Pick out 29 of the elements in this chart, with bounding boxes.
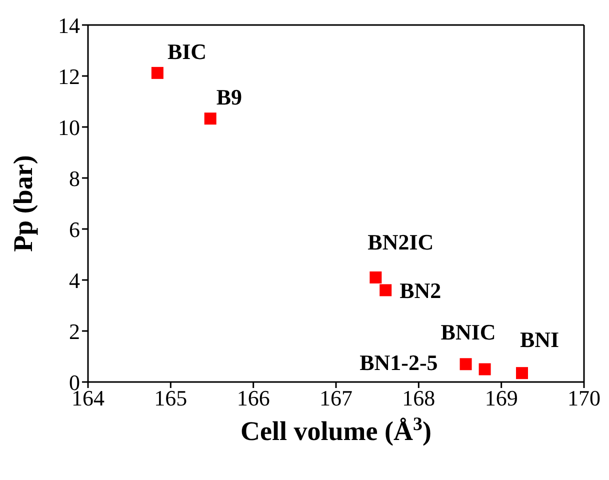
annotation: BNI — [520, 327, 560, 352]
y-tick-label: 2 — [69, 318, 80, 344]
annotation: BN1-2-5 — [360, 350, 438, 376]
x-tick-label: 167 — [320, 386, 352, 411]
y-tick-label: 4 — [69, 268, 80, 293]
y-tick-label: 10 — [58, 114, 80, 140]
annotation: BNIC — [440, 319, 496, 344]
x-tick-label: 170 — [568, 386, 600, 411]
x-tick-label: 165 — [154, 386, 188, 411]
annotation: BN2 — [400, 278, 442, 304]
point — [204, 112, 216, 125]
point — [460, 358, 472, 370]
x-tick-label: 169 — [484, 386, 518, 411]
y-tick-label: 8 — [69, 166, 80, 191]
annotation: BN2IC — [368, 229, 434, 254]
point — [370, 271, 382, 284]
x-tick-label: 166 — [236, 386, 270, 411]
point — [151, 66, 164, 79]
annotation: B9 — [216, 84, 242, 110]
point — [516, 367, 528, 380]
y-axis-title: Pp (bar) — [8, 155, 38, 252]
x-tick-label: 168 — [402, 386, 436, 411]
point — [380, 284, 392, 296]
point — [478, 363, 491, 376]
y-tick-label: 6 — [69, 216, 80, 242]
y-tick-label: 14 — [58, 12, 80, 38]
y-tick-label: 12 — [58, 64, 80, 89]
annotation: BIC — [167, 38, 207, 64]
x-axis-title: Cell volume (Å$^{3}$) — [240, 414, 432, 446]
